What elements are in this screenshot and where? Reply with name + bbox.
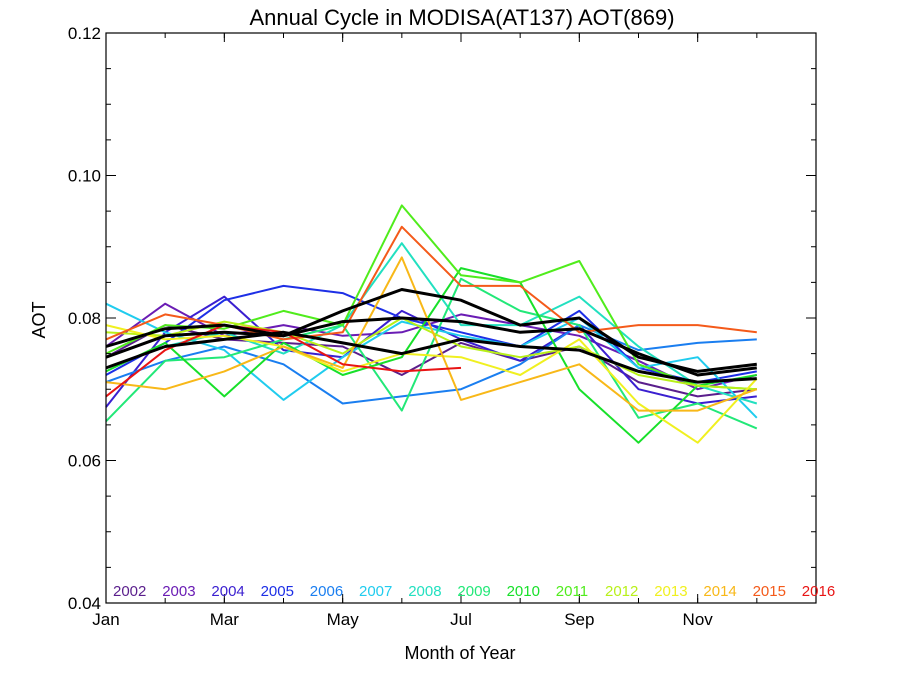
legend-label-2007: 2007 [359, 583, 392, 600]
legend-label-2013: 2013 [654, 583, 687, 600]
series-line-2014 [105, 256, 758, 412]
y-axis-label: AOT [29, 301, 49, 338]
chart-title: Annual Cycle in MODISA(AT137) AOT(869) [249, 5, 674, 30]
legend-label-2003: 2003 [162, 583, 195, 600]
y-tick-label-0.06: 0.06 [68, 452, 101, 471]
plot-series [105, 204, 758, 444]
series-line-2011 [105, 204, 757, 391]
plot-frame [105, 32, 817, 604]
series-line-2009 [105, 277, 758, 430]
series-line-2010 [105, 267, 757, 444]
legend-label-2014: 2014 [703, 583, 736, 600]
y-axis: 0.04 0.06 0.08 0.10 0.12 [68, 24, 816, 613]
legend-label-2004: 2004 [211, 583, 244, 600]
y-tick-label-0.10: 0.10 [68, 167, 101, 186]
legend-label-2011: 2011 [556, 583, 588, 600]
series-line-mean-15 [105, 316, 757, 377]
x-tick-label-Nov: Nov [683, 610, 714, 629]
x-tick-label-May: May [327, 610, 360, 629]
y-tick-label-0.04: 0.04 [68, 594, 101, 613]
series-line-mean-17 [105, 330, 757, 384]
legend-label-2012: 2012 [605, 583, 638, 600]
y-tick-label-0.12: 0.12 [68, 24, 101, 43]
x-tick-label-Mar: Mar [210, 610, 240, 629]
legend-label-2010: 2010 [507, 583, 540, 600]
x-tick-label-Sep: Sep [564, 610, 594, 629]
legend-label-2009: 2009 [457, 583, 490, 600]
series-line-mean-16 [105, 288, 757, 373]
y-tick-label-0.08: 0.08 [68, 309, 101, 328]
series-line-2008 [105, 242, 758, 405]
legend-label-2002: 2002 [113, 583, 146, 600]
series-line-2006 [105, 324, 757, 405]
legend-label-2008: 2008 [408, 583, 441, 600]
legend-label-2005: 2005 [261, 583, 294, 600]
legend-label-2006: 2006 [310, 583, 343, 600]
series-line-2005 [105, 284, 757, 384]
x-axis: Jan Mar May Jul Sep Nov [92, 33, 817, 629]
x-axis-label: Month of Year [404, 643, 515, 663]
legend-label-2016: 2016 [802, 583, 835, 600]
legend: 2002 2003 2004 2005 2006 2007 2008 2009 2010 2011… [113, 583, 835, 600]
legend-label-2015: 2015 [753, 583, 786, 600]
x-tick-label-Jul: Jul [450, 610, 472, 629]
x-tick-label-Jan: Jan [92, 610, 119, 629]
series-line-2015 [105, 225, 757, 341]
